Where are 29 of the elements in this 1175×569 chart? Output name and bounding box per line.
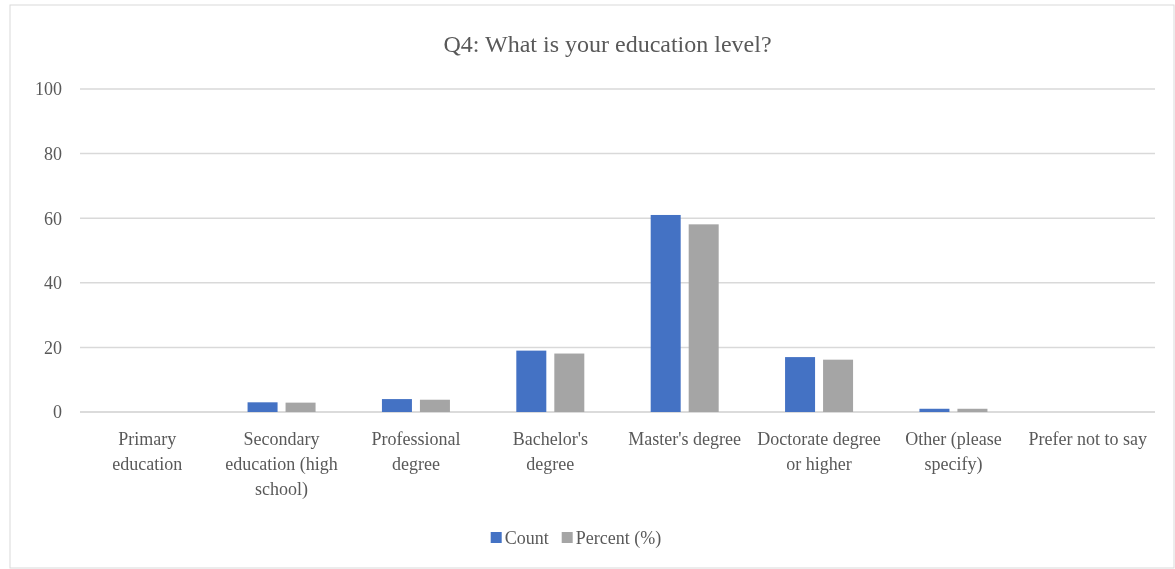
- chart-title: Q4: What is your education level?: [443, 31, 772, 57]
- x-tick-label: Bachelor's degree: [512, 429, 588, 474]
- y-tick-label: 20: [44, 337, 62, 358]
- legend-label: Percent (%): [575, 528, 662, 549]
- bar: [650, 214, 681, 412]
- y-tick-label: 100: [35, 79, 62, 100]
- bar: [419, 399, 450, 412]
- bar: [919, 408, 950, 412]
- x-tick-label: Other (please specify): [905, 429, 1002, 475]
- y-tick-label: 60: [44, 208, 62, 229]
- bar: [957, 408, 988, 412]
- legend-label: Count: [504, 528, 549, 548]
- x-tick-label: Master's degree: [628, 429, 742, 449]
- bar: [688, 224, 719, 412]
- y-tick-label: 0: [53, 402, 62, 423]
- x-tick-label: Professional degree: [371, 429, 461, 474]
- bar: [823, 359, 854, 412]
- x-tick-label: Primary education: [112, 429, 183, 474]
- x-tick-label: Doctorate degree or higher: [757, 429, 881, 474]
- bar: [516, 350, 547, 412]
- bar: [785, 357, 816, 412]
- bar: [554, 353, 585, 412]
- bar: [381, 399, 412, 412]
- y-tick-label: 40: [44, 273, 62, 294]
- x-tick-label: Prefer not to say: [1028, 429, 1148, 449]
- bar: [285, 402, 316, 412]
- y-tick-label: 80: [44, 143, 62, 164]
- x-tick-label: Secondary education (high school): [225, 429, 338, 500]
- bar: [247, 402, 278, 412]
